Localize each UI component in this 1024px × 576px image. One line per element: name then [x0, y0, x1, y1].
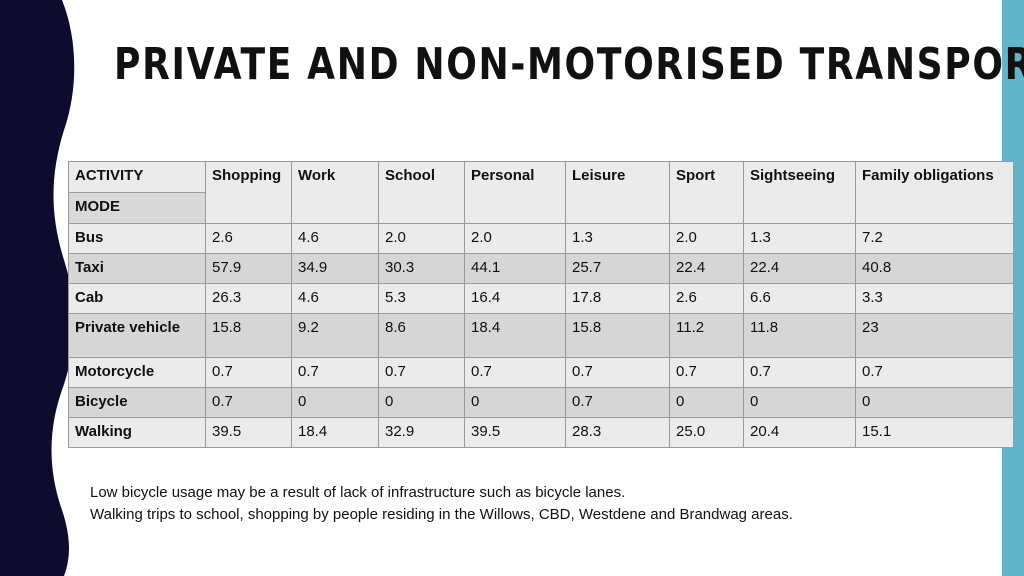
table-cell: 28.3 [565, 417, 670, 448]
table-cell: 5.3 [378, 283, 465, 314]
table-cell: 2.6 [669, 283, 744, 314]
column-header: Shopping [205, 161, 292, 224]
table-cell: 0.7 [743, 357, 856, 388]
table-cell: 22.4 [669, 253, 744, 284]
table-cell: 3.3 [855, 283, 1014, 314]
table-cell: 0.7 [464, 357, 566, 388]
table-cell: 39.5 [205, 417, 292, 448]
table-cell: 18.4 [464, 313, 566, 358]
table-cell: 15.8 [205, 313, 292, 358]
table-cell: 16.4 [464, 283, 566, 314]
table-cell: 2.0 [669, 223, 744, 254]
column-header: School [378, 161, 465, 224]
column-header: Family obligations [855, 161, 1014, 224]
row-label: Bicycle [68, 387, 206, 418]
row-label: Motorcycle [68, 357, 206, 388]
table-cell: 2.0 [464, 223, 566, 254]
table-cell: 11.8 [743, 313, 856, 358]
table-cell: 9.2 [291, 313, 379, 358]
table-row: Private vehicle 15.8 9.2 8.6 18.4 15.8 11.2 11.… [68, 313, 1014, 358]
table-cell: 1.3 [743, 223, 856, 254]
column-header: Sightseeing [743, 161, 856, 224]
table-row: Walking 39.5 18.4 32.9 39.5 28.3 25.0 20.4 15.1 [68, 417, 1014, 448]
table-cell: 0 [291, 387, 379, 418]
table-cell: 22.4 [743, 253, 856, 284]
table-cell: 0 [855, 387, 1014, 418]
table-cell: 11.2 [669, 313, 744, 358]
row-label: Private vehicle [68, 313, 206, 358]
table-cell: 0.7 [565, 357, 670, 388]
table-cell: 4.6 [291, 283, 379, 314]
table-cell: 0.7 [855, 357, 1014, 388]
column-header: Sport [669, 161, 744, 224]
note-line: Low bicycle usage may be a result of lac… [90, 484, 626, 501]
table-cell: 15.8 [565, 313, 670, 358]
row-label: Taxi [68, 253, 206, 284]
table-cell: 0 [669, 387, 744, 418]
header-row: ACTIVITY Shopping Work School Personal L… [68, 161, 1014, 224]
table-cell: 2.0 [378, 223, 465, 254]
table-cell: 20.4 [743, 417, 856, 448]
table-cell: 7.2 [855, 223, 1014, 254]
table-cell: 0.7 [565, 387, 670, 418]
transport-table: ACTIVITY Shopping Work School Personal L… [68, 161, 1014, 448]
table-cell: 44.1 [464, 253, 566, 284]
page-title: PRIVATE AND NON-MOTORISED TRANSPORT [114, 39, 1024, 90]
notes: Low bicycle usage may be a result of lac… [90, 482, 793, 526]
table-cell: 6.6 [743, 283, 856, 314]
note-line: Walking trips to school, shopping by peo… [90, 506, 793, 523]
column-header: Work [291, 161, 379, 224]
table-cell: 39.5 [464, 417, 566, 448]
table-cell: 0.7 [669, 357, 744, 388]
table-cell: 0.7 [378, 357, 465, 388]
table-cell: 0 [464, 387, 566, 418]
table-cell: 34.9 [291, 253, 379, 284]
table-row: Taxi 57.9 34.9 30.3 44.1 25.7 22.4 22.4 40.8 [68, 253, 1014, 284]
table-cell: 0 [378, 387, 465, 418]
table-cell: 25.0 [669, 417, 744, 448]
table-cell: 0.7 [205, 357, 292, 388]
table-cell: 17.8 [565, 283, 670, 314]
table-cell: 15.1 [855, 417, 1014, 448]
row-label: Bus [68, 223, 206, 254]
row-label: Cab [68, 283, 206, 314]
table-cell: 25.7 [565, 253, 670, 284]
table-cell: 32.9 [378, 417, 465, 448]
column-header: Leisure [565, 161, 670, 224]
mode-row: MODE [68, 192, 1014, 224]
left-decorative-panel [0, 0, 75, 576]
table-cell: 18.4 [291, 417, 379, 448]
row-label: Walking [68, 417, 206, 448]
table-cell: 0.7 [291, 357, 379, 388]
mode-header: MODE [68, 192, 206, 224]
table-cell: 8.6 [378, 313, 465, 358]
table-row: Bicycle 0.7 0 0 0 0.7 0 0 0 [68, 387, 1014, 418]
table-cell: 30.3 [378, 253, 465, 284]
column-header: Personal [464, 161, 566, 224]
table-cell: 40.8 [855, 253, 1014, 284]
table-cell: 57.9 [205, 253, 292, 284]
table-cell: 0.7 [205, 387, 292, 418]
table-cell: 4.6 [291, 223, 379, 254]
table-cell: 2.6 [205, 223, 292, 254]
table-cell: 0 [743, 387, 856, 418]
table-cell: 1.3 [565, 223, 670, 254]
table-row: Cab 26.3 4.6 5.3 16.4 17.8 2.6 6.6 3.3 [68, 283, 1014, 314]
table-row: Bus 2.6 4.6 2.0 2.0 1.3 2.0 1.3 7.2 [68, 223, 1014, 254]
table-cell: 23 [855, 313, 1014, 358]
table-cell: 26.3 [205, 283, 292, 314]
table-row: Motorcycle 0.7 0.7 0.7 0.7 0.7 0.7 0.7 0.7 [68, 357, 1014, 388]
activity-header: ACTIVITY [68, 161, 206, 193]
